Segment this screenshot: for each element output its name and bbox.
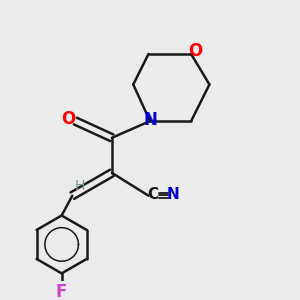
Text: N: N: [167, 187, 180, 202]
Text: H: H: [75, 179, 85, 193]
Text: F: F: [56, 283, 67, 300]
Text: O: O: [189, 42, 203, 60]
Text: N: N: [143, 110, 157, 128]
Text: C: C: [147, 187, 158, 202]
Text: O: O: [61, 110, 76, 128]
